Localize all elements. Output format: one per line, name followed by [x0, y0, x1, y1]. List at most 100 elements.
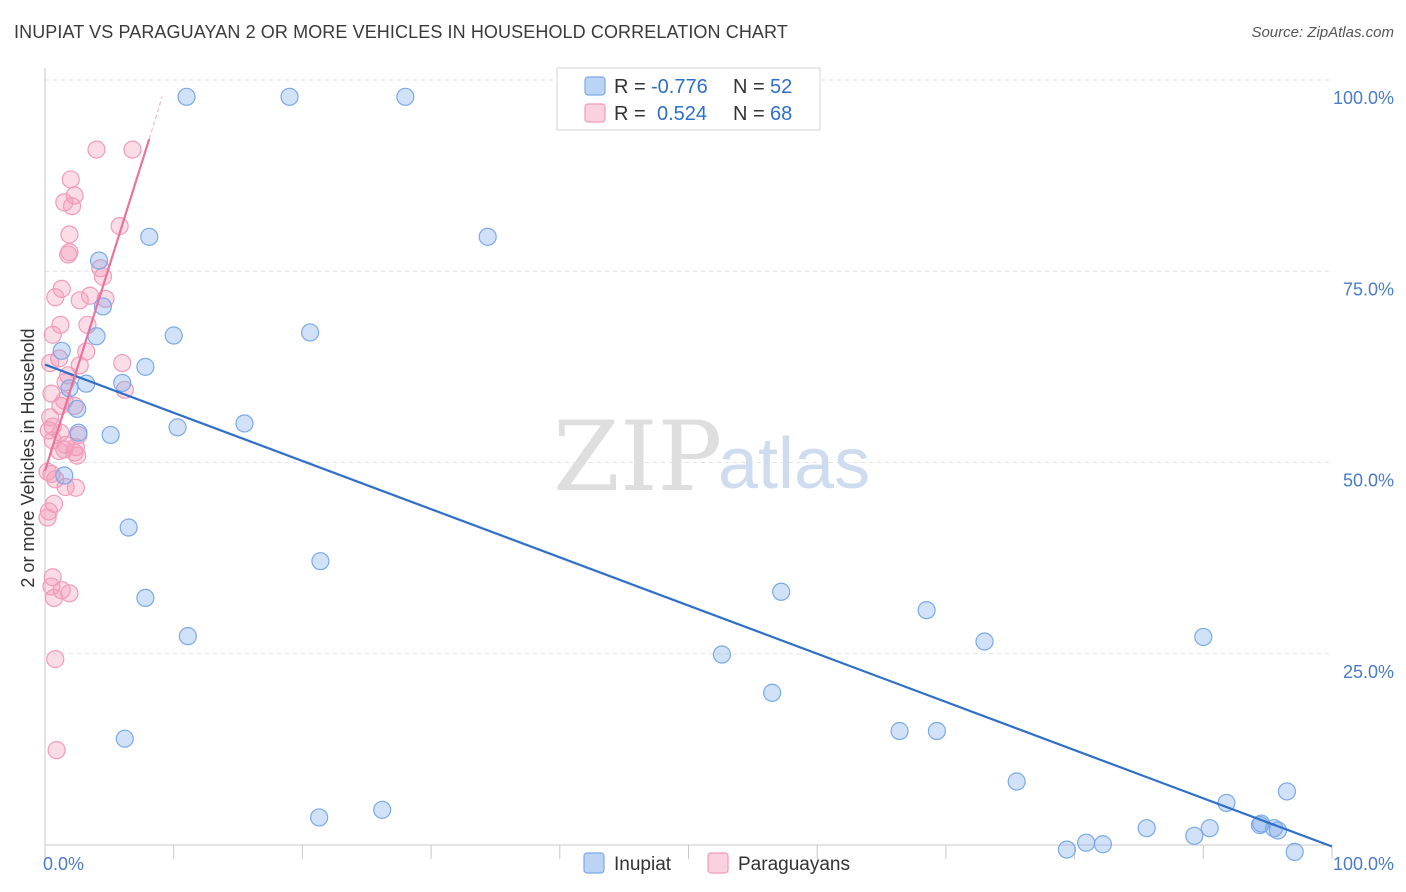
inupiat-points	[52, 87, 1304, 861]
inupiat-point-10	[136, 357, 155, 376]
inupiat-trend-line	[44, 363, 1333, 848]
y-tick-labels: 100.0% 75.0% 50.0% 25.0%	[1333, 88, 1394, 682]
y-tick-label-3: 25.0%	[1343, 662, 1394, 682]
inupiat-point-49	[1285, 842, 1304, 861]
paraguayan-point-24	[113, 353, 132, 373]
x-tick-label-1: 100.0%	[1333, 854, 1394, 874]
inupiat-point-27	[712, 645, 732, 664]
legend-r-paraguayan: 0.524	[657, 103, 707, 125]
bottom-legend-swatch-inupiat	[583, 852, 605, 874]
inupiat-point-29	[1194, 627, 1213, 647]
inupiat-point-38	[1277, 782, 1297, 801]
paraguayan-point-47	[56, 477, 75, 497]
inupiat-point-12	[113, 373, 132, 393]
watermark-atlas: atlas	[718, 424, 870, 504]
inupiat-point-4	[478, 227, 497, 246]
inupiat-point-35	[310, 808, 329, 827]
inupiat-point-21	[119, 518, 138, 537]
legend-n-paraguayan: 68	[770, 103, 792, 125]
inupiat-point-36	[373, 800, 392, 819]
inupiat-point-46	[1077, 833, 1096, 852]
legend-r-label-paraguayan: R =	[614, 103, 646, 125]
paraguayan-point-53	[42, 577, 61, 596]
paraguayan-point-51	[38, 508, 57, 527]
correlation-legend: R = -0.776 N = 52 R = 0.524 N = 68	[556, 67, 821, 131]
inupiat-point-3	[140, 227, 159, 246]
paraguayan-point-1	[123, 140, 142, 159]
gridlines	[45, 79, 1332, 655]
inupiat-point-9	[87, 327, 106, 346]
axes	[44, 68, 1333, 859]
legend-r-label-inupiat: R =	[614, 76, 646, 98]
paraguayan-point-57	[46, 650, 65, 669]
inupiat-point-25	[178, 627, 197, 646]
paraguayan-point-50	[39, 502, 58, 521]
inupiat-point-17	[235, 414, 254, 433]
inupiat-point-43	[1200, 819, 1219, 838]
paraguayan-point-3	[65, 186, 84, 205]
trend-lines	[43, 96, 1333, 848]
paraguayan-point-16	[70, 291, 89, 310]
paraguayan-point-55	[60, 584, 79, 603]
inupiat-point-31	[115, 729, 134, 748]
bottom-legend-inupiat: Inupiat	[614, 854, 672, 875]
legend-n-inupiat: 52	[770, 76, 792, 98]
inupiat-point-30	[763, 683, 782, 702]
inupiat-point-34	[1007, 772, 1026, 791]
inupiat-point-5	[89, 251, 109, 270]
inupiat-point-8	[301, 323, 320, 342]
bottom-legend-paraguayan: Paraguayans	[738, 854, 850, 875]
legend-swatch-inupiat	[584, 76, 606, 96]
inupiat-point-18	[101, 425, 120, 445]
paraguayan-point-43	[68, 446, 87, 465]
paraguayan-trend-extension	[148, 96, 163, 140]
inupiat-point-26	[917, 601, 936, 620]
chart-title: INUPIAT VS PARAGUAYAN 2 OR MORE VEHICLES…	[14, 22, 788, 42]
inupiat-point-16	[168, 418, 187, 437]
inupiat-point-32	[890, 721, 909, 741]
y-tick-label-2: 50.0%	[1343, 471, 1394, 491]
paraguayan-point-17	[51, 315, 70, 334]
paraguayan-point-46	[46, 470, 65, 489]
paraguayan-point-5	[62, 197, 82, 216]
inupiat-point-22	[311, 552, 330, 571]
inupiat-point-28	[975, 632, 994, 651]
inupiat-point-15	[68, 399, 87, 419]
source-credit: Source: ZipAtlas.com	[1251, 24, 1394, 41]
paraguayan-point-52	[43, 568, 62, 587]
paraguayan-point-48	[66, 478, 85, 497]
paraguayan-point-58	[47, 741, 66, 760]
paraguayan-point-2	[61, 170, 80, 189]
inupiat-point-48	[1093, 835, 1113, 854]
x-tick-labels: 0.0% 100.0%	[43, 854, 1394, 874]
paraguayan-point-41	[65, 443, 84, 462]
inupiat-point-23	[136, 588, 155, 608]
paraguayan-point-0	[87, 140, 106, 159]
legend-r-inupiat: -0.776	[651, 76, 708, 98]
paraguayan-point-13	[80, 286, 100, 305]
legend-swatch-paraguayan	[584, 103, 606, 123]
inupiat-point-47	[1057, 840, 1076, 859]
paraguayan-point-56	[44, 588, 64, 608]
paraguayan-point-14	[46, 288, 65, 307]
paraguayan-point-9	[59, 245, 78, 264]
watermark: ZIP atlas	[553, 401, 870, 513]
legend-n-label-paraguayan: N =	[733, 103, 765, 125]
inupiat-point-45	[1137, 819, 1156, 838]
x-tick-label-0: 0.0%	[43, 854, 84, 874]
inupiat-point-44	[1185, 826, 1204, 845]
inupiat-point-11	[52, 341, 71, 360]
inupiat-point-20	[55, 466, 74, 485]
y-axis-label: 2 or more Vehicles in Household	[18, 328, 38, 587]
inupiat-point-2	[396, 87, 415, 106]
bottom-legend-swatch-paraguayan	[707, 852, 729, 874]
watermark-zip: ZIP	[553, 401, 722, 513]
inupiat-point-24	[772, 582, 791, 601]
inupiat-point-1	[280, 87, 299, 106]
inupiat-point-0	[177, 87, 196, 106]
paraguayan-point-19	[43, 325, 62, 344]
inupiat-point-33	[927, 721, 946, 741]
y-tick-label-0: 100.0%	[1333, 88, 1394, 108]
paraguayan-points	[38, 140, 142, 760]
